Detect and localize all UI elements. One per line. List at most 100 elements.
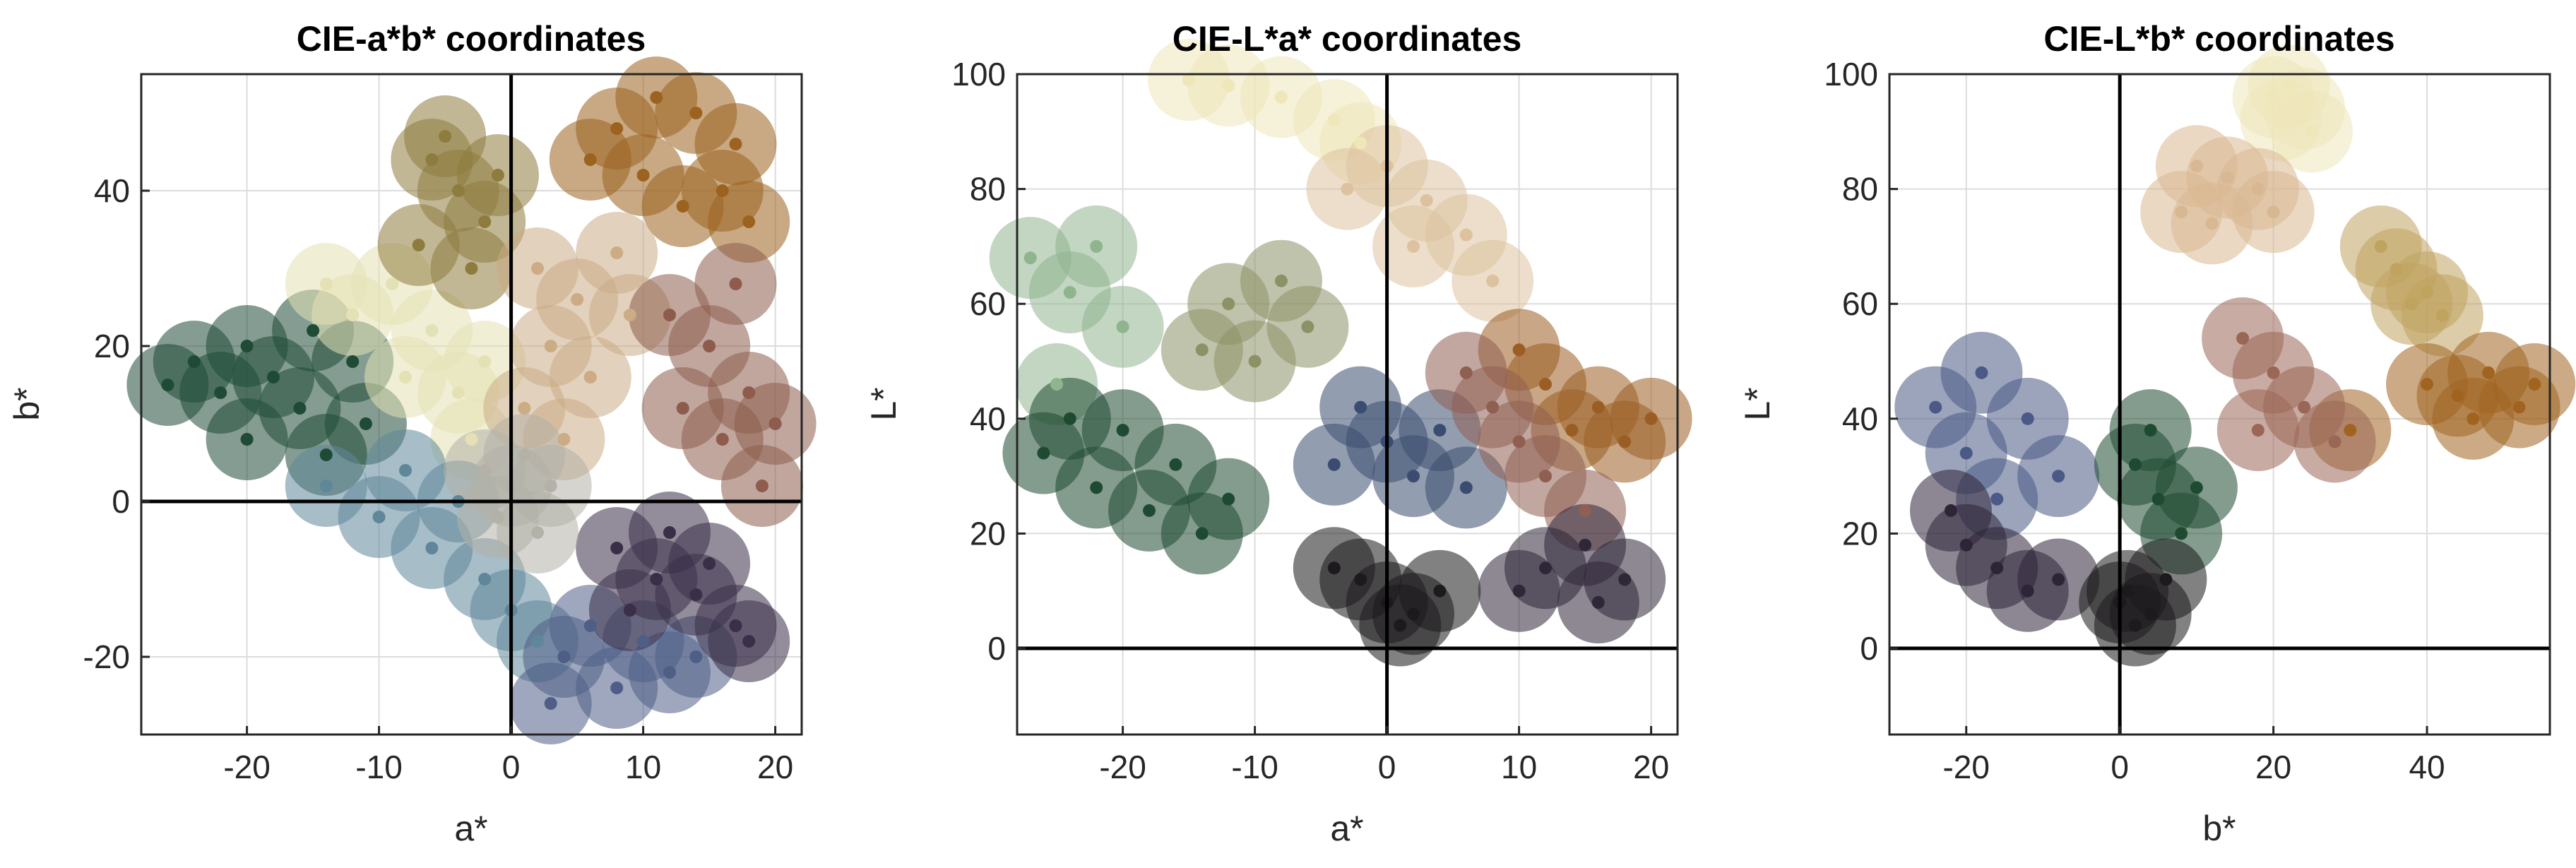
- x-tick-label: 0: [502, 749, 521, 785]
- data-point-green: [346, 355, 360, 368]
- data-point-dark-purple: [2021, 584, 2034, 598]
- y-tick-label: -20: [83, 638, 130, 675]
- zero-lines: [1889, 74, 2550, 735]
- data-point-rose-brown: [2328, 435, 2341, 448]
- data-point-orange-brown: [2421, 378, 2434, 391]
- data-point-blue: [1354, 400, 1367, 414]
- panel-Lb: -20 0 20 40 0 20 40 60 80 100 CIE-L*b* coordinat…: [1738, 19, 2576, 848]
- data-point-orange-brown: [636, 169, 650, 182]
- data-point-pale-yellow: [2267, 90, 2280, 104]
- data-point-dark-purple: [650, 573, 663, 585]
- data-point-light-tan: [2221, 171, 2234, 184]
- data-point-dark-purple: [1579, 538, 1592, 552]
- data-point-pale-green: [1116, 320, 1129, 333]
- data-point-olive: [478, 215, 492, 228]
- data-point-olive: [1301, 320, 1314, 333]
- data-point-pale-green: [1050, 378, 1064, 391]
- data-point-light-tan: [2267, 206, 2280, 219]
- data-point-orange-brown: [2451, 389, 2464, 403]
- y-axis-label: L*: [1738, 387, 1777, 420]
- data-point-dark-purple: [1591, 596, 1605, 609]
- data-point-tan: [610, 246, 624, 259]
- data-point-pale-yellow: [2274, 114, 2288, 127]
- data-point-dark-purple: [729, 619, 742, 632]
- x-tick-label: 20: [2255, 749, 2291, 785]
- y-tick-label: 100: [1824, 56, 1878, 93]
- data-point-tan: [571, 293, 584, 306]
- x-tick-label: 20: [1633, 749, 1669, 785]
- data-point-olive: [1275, 274, 1288, 287]
- data-point-green: [2190, 481, 2203, 494]
- data-point-light-tan: [2205, 217, 2219, 230]
- panel-La: -20 -10 0 10 20 0 20 40 60 80 100 CIE-L*a* coordi…: [864, 19, 1692, 848]
- x-ticks: -20 -10 0 10 20: [223, 726, 793, 785]
- data-point-pale-yellow: [1182, 73, 1196, 87]
- chart-title: CIE-L*b* coordinates: [2043, 19, 2394, 59]
- data-point-dark-purple: [2052, 573, 2065, 586]
- data-point-blue: [1959, 446, 1973, 460]
- data-point-rose-brown: [1539, 470, 1552, 483]
- x-tick-label: 0: [2111, 749, 2129, 785]
- data-point-pale-green: [1063, 285, 1076, 299]
- x-tick-label: 20: [757, 749, 793, 785]
- data-point-slate-blue: [544, 697, 557, 710]
- data-point-pale-yellow: [451, 386, 465, 399]
- data-point-green: [1063, 412, 1076, 425]
- axes-box: [1016, 73, 1679, 736]
- data-point-rose-brown: [768, 417, 782, 430]
- data-point-tan: [544, 340, 557, 352]
- data-point-green: [214, 386, 227, 399]
- y-tick-label: 0: [1860, 630, 1878, 667]
- data-points: [1023, 73, 1658, 632]
- data-point-light-tan: [2251, 182, 2265, 196]
- data-point-teal-blue: [425, 542, 439, 554]
- data-point-dark: [2159, 573, 2173, 586]
- data-point-pale-yellow: [399, 371, 412, 384]
- data-point-orange-brown: [1618, 435, 1632, 448]
- data-point-orange-brown: [2482, 366, 2495, 379]
- data-point-light-tan: [2175, 206, 2188, 219]
- data-point-light-tan: [1486, 274, 1500, 287]
- data-point-light-tan: [1341, 182, 1354, 196]
- data-point-slate-blue: [663, 666, 676, 679]
- data-point-dark-purple: [1944, 504, 1957, 517]
- zero-lines: [1017, 74, 1678, 735]
- data-point-olive: [1195, 343, 1209, 357]
- data-point-tan: [557, 433, 571, 446]
- data-point-pale-green: [1090, 239, 1103, 253]
- data-point-olive: [425, 153, 439, 166]
- y-tick-label: 0: [987, 630, 1006, 667]
- data-point-dark-purple: [610, 542, 624, 554]
- data-point-orange-brown: [742, 215, 756, 228]
- x-tick-label: 0: [1378, 749, 1396, 785]
- data-point-orange-brown: [1539, 378, 1552, 391]
- data-point-dark: [1327, 561, 1341, 575]
- data-point-pale-yellow: [2282, 79, 2296, 93]
- data-point-blue: [1433, 424, 1447, 437]
- data-point-green: [1195, 527, 1209, 540]
- data-point-green: [293, 402, 307, 415]
- data-point-rose-brown: [2298, 400, 2311, 414]
- data-point-green: [1143, 504, 1156, 517]
- data-point-olive: [1222, 297, 1235, 311]
- data-point-tan: [518, 402, 531, 415]
- data-point-dark-purple: [1959, 538, 1973, 552]
- data-point-dark: [2121, 584, 2135, 598]
- data-point-green: [240, 340, 254, 352]
- y-ticks: 0 20 40 60 80 100: [1824, 56, 1898, 667]
- data-point-orange-brown: [1591, 400, 1605, 414]
- data-point-green: [240, 433, 254, 446]
- data-point-orange-brown: [2467, 412, 2480, 425]
- data-point-blue: [2052, 470, 2065, 483]
- data-point-rose-brown: [742, 386, 756, 399]
- y-tick-label: 60: [1842, 285, 1878, 322]
- data-point-green: [1037, 446, 1050, 460]
- data-point-blue: [1990, 492, 2004, 506]
- data-point-light-tan: [2190, 160, 2203, 173]
- y-tick-label: 40: [94, 172, 130, 209]
- data-point-dark-purple: [1990, 561, 2004, 575]
- data-point-rose-brown: [663, 309, 676, 321]
- data-points: [1929, 79, 2541, 632]
- x-tick-label: 10: [625, 749, 661, 785]
- data-point-dark-purple: [663, 526, 676, 539]
